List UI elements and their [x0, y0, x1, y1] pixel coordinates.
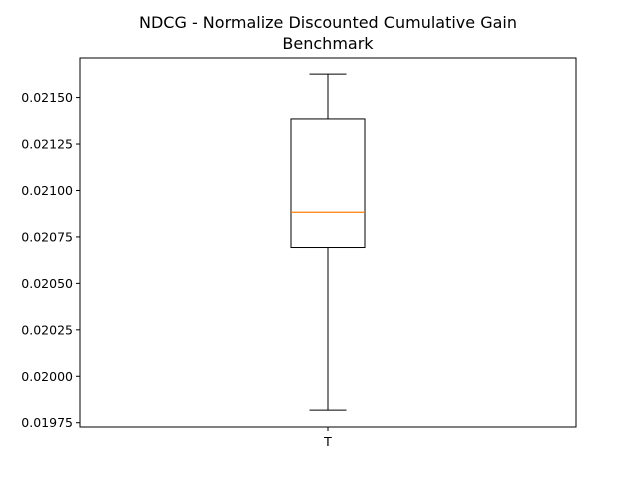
y-tick-label: 0.02000 [21, 369, 73, 384]
y-tick-label: 0.01975 [21, 415, 73, 430]
plot-area: 0.01975 0.02000 0.02025 0.02050 0.02075 0.021… [21, 73, 366, 449]
axes-frame [79, 57, 577, 428]
chart-title-line-1: NDCG - Normalize Discounted Cumulative G… [139, 13, 517, 32]
y-tick-label: 0.02025 [21, 322, 73, 337]
y-tick-label: 0.02100 [21, 183, 73, 198]
y-tick-label: 0.02050 [21, 276, 73, 291]
chart-title-line-2: Benchmark [282, 34, 374, 53]
x-tick-label: T [323, 434, 332, 449]
y-tick-label: 0.02150 [21, 90, 73, 105]
y-tick-label: 0.02075 [21, 229, 73, 244]
iqr-box [290, 118, 366, 249]
y-tick-label: 0.02125 [21, 137, 73, 152]
